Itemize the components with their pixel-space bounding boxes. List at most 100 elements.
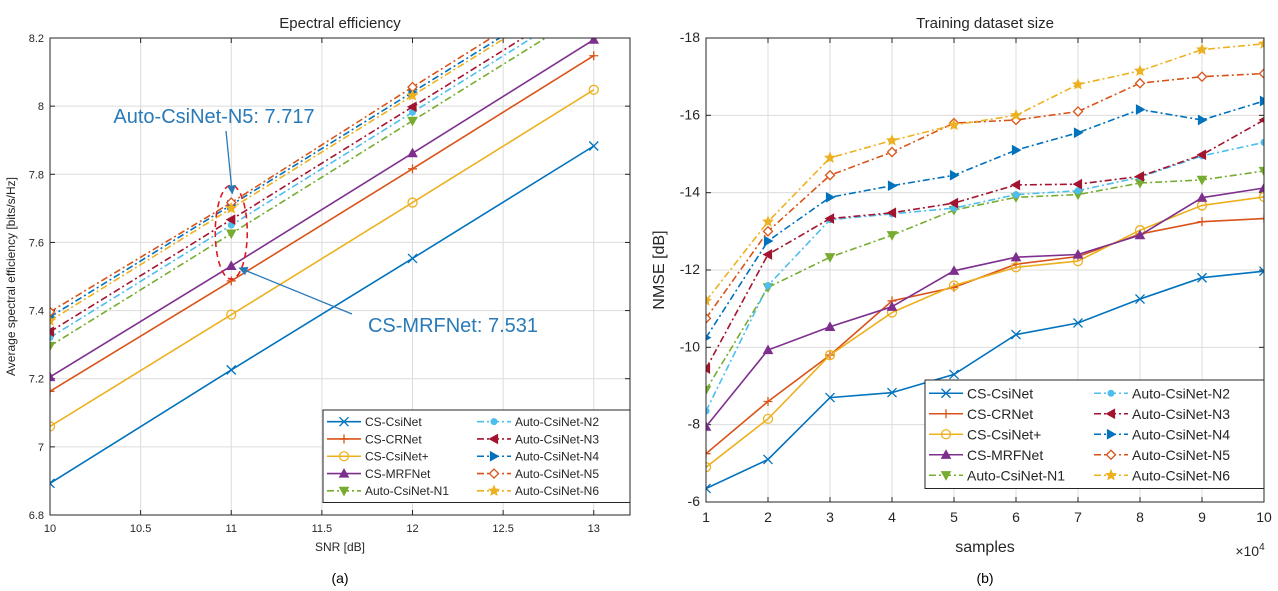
figure-caption: (a) [331,570,348,586]
legend-item-cs-crnet: CS-CRNet [929,406,1033,422]
legend: CS-CsiNet CS-CRNet CS-CsiNet+ CS-MRFNet Auto… [322,409,631,503]
data-point [706,363,711,374]
data-point [1257,38,1264,49]
data-point [225,214,236,225]
data-point [50,371,56,382]
legend-label: CS-MRFNet [365,467,431,481]
data-point [1072,106,1084,117]
legend-item-auto-csinet-n6: Auto-CsiNet-N6 [1094,467,1230,483]
data-point [225,202,238,214]
data-point [50,421,56,432]
series-line [50,38,534,339]
data-point [1012,191,1020,199]
series-line [50,39,595,378]
data-point [226,309,237,320]
x-tick-label: 11.5 [312,523,333,535]
data-point [1135,104,1146,115]
data-point [225,229,237,240]
legend-swatch-marker [940,429,952,440]
data-point [886,207,897,219]
legend-label: Auto-CsiNet-N2 [1132,385,1230,401]
data-point [824,253,836,263]
series-cs-csinet [706,266,1264,494]
data-point [588,141,599,151]
legend-item-auto-csinet-n6: Auto-CsiNet-N6 [477,484,599,498]
y-tick-label: 7.2 [29,374,44,386]
y-tick-label: 7.8 [29,169,44,181]
series-auto-csinet-n3 [50,38,525,338]
series-line [50,55,595,392]
legend-swatch-marker [489,450,500,462]
data-point [1072,249,1084,259]
y-tick-label: -16 [680,106,700,122]
plot-series-group [50,4,600,489]
data-point [706,385,712,396]
legend-swatch-marker [941,409,951,419]
legend-swatch-marker [339,434,349,444]
data-point [706,294,713,307]
data-point [706,483,711,494]
legend-label: CS-MRFNet [967,447,1043,463]
legend-swatch-marker [338,468,350,478]
data-point [589,4,598,12]
legend-item-auto-csinet-n4: Auto-CsiNet-N4 [477,450,599,464]
data-point [948,280,960,291]
x-tick-label: 10 [1256,509,1272,525]
legend-label: Auto-CsiNet-N3 [1132,406,1230,422]
legend-swatch-marker [1107,389,1115,397]
legend-swatch-marker [339,416,349,427]
data-point [706,421,712,431]
series-cs-csinet [50,141,599,489]
data-point [824,213,835,224]
series-line [50,38,502,318]
series-cs-crnet [50,51,599,396]
legend-item-cs-csinet: CS-CsiNet+ [929,426,1041,442]
series-line [50,89,595,428]
data-point [947,118,961,131]
data-point [1260,138,1264,146]
data-point [764,281,772,289]
series-line [706,119,1264,369]
x-axis-label: SNR [dB] [315,540,365,554]
legend-item-auto-csinet-n5: Auto-CsiNet-N5 [477,467,599,481]
data-point [1135,294,1145,304]
series-auto-csinet-n6 [706,38,1264,307]
series-line [50,38,507,322]
data-point [407,253,418,264]
y-tick-label: 7.4 [29,306,44,318]
legend-item-cs-mrfnet: CS-MRFNet [327,467,431,481]
highlight-ellipse [214,184,249,281]
annotation-arrow [225,130,236,195]
data-point [824,169,836,181]
data-point [949,369,959,380]
data-point [1011,144,1022,156]
annotations: Auto-CsiNet-N5: 7.717 CS-MRFNet: 7.531 [113,106,538,337]
series-auto-csinet-n6 [50,38,507,326]
series-auto-csinet-n4 [706,95,1264,341]
series-auto-csinet-n5 [706,68,1264,324]
x-tick-label: 11 [226,523,237,535]
y-tick-label: 7.6 [29,237,44,249]
data-point [1134,229,1146,240]
legend-swatch-marker [488,433,499,445]
y-tick-label: 7 [38,442,44,454]
data-point [763,235,774,247]
legend-swatch-marker [941,388,951,399]
data-point [1196,149,1207,161]
series-auto-csinet-n3 [706,116,1264,374]
data-point [706,312,712,324]
legend-item-cs-crnet: CS-CRNet [327,432,422,446]
legend-label: CS-CsiNet+ [967,426,1041,442]
data-point [589,51,599,61]
data-point [706,449,711,459]
x-tick-label: 4 [888,509,896,525]
data-point [887,387,897,398]
legend-item-cs-csinet: CS-CsiNet+ [327,450,429,464]
legend-label: CS-CsiNet [365,415,422,429]
legend-label: Auto-CsiNet-N1 [967,467,1065,483]
legend-swatch-marker [940,449,952,459]
data-point [824,321,836,331]
data-point [763,396,773,406]
legend-label: Auto-CsiNet-N5 [515,467,599,481]
x-axis-multiplier: ×104 [1235,542,1265,559]
